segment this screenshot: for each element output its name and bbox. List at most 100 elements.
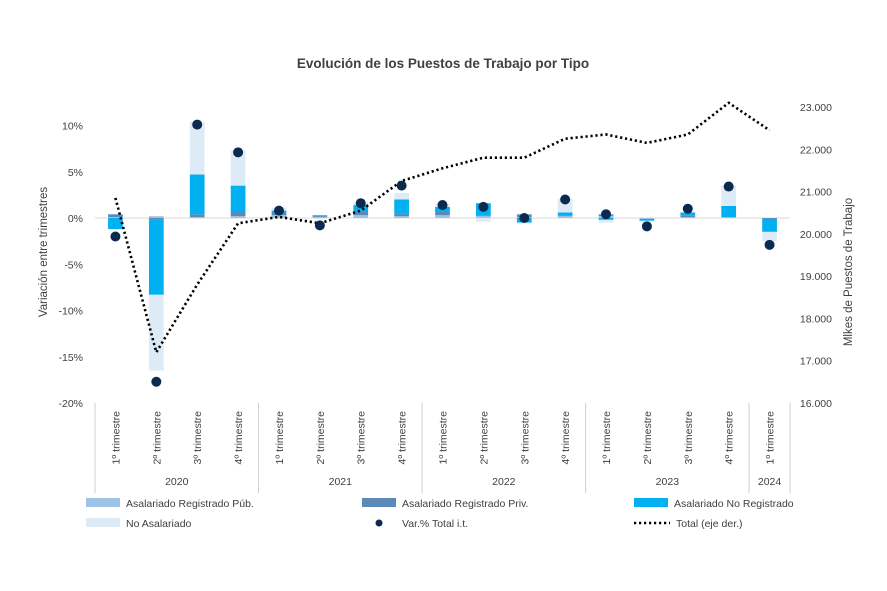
bar-segment — [762, 218, 777, 232]
total-var-dot — [233, 147, 244, 158]
dots — [110, 119, 775, 387]
bar-segment — [353, 205, 369, 212]
legend-swatch — [86, 518, 120, 527]
bar-segment — [148, 294, 164, 371]
bar-segment — [476, 218, 491, 222]
total-var-dot — [314, 220, 325, 231]
legend-label: Asalariado Registrado Púb. — [126, 498, 254, 510]
x-tick-label: 1º trimestre — [601, 411, 613, 465]
bar-segment — [353, 211, 369, 216]
legend-item: Asalariado Registrado Priv. — [362, 498, 528, 510]
y-tick-left: 5% — [68, 167, 83, 179]
bar-segment — [189, 121, 205, 175]
x-tick-label: 2º trimestre — [642, 411, 654, 465]
bar-segment — [516, 222, 532, 224]
right-axis-ticks: 16.000 17.000 18.000 19.000 20.000 21.000 22.0… — [800, 102, 832, 410]
bar-segment — [639, 218, 655, 221]
bar-segment — [230, 150, 246, 186]
bar-segment — [680, 215, 696, 218]
bar-segment — [189, 214, 205, 218]
bar-segment — [435, 211, 450, 216]
bar-segment — [189, 174, 205, 215]
total-var-dot — [151, 376, 162, 387]
x-tick-label: 1º trimestre — [765, 411, 777, 465]
legend-item: Asalariado Registrado Púb. — [86, 498, 254, 510]
bar-segment — [557, 215, 573, 217]
bar-segment — [108, 214, 123, 218]
bar-segment — [312, 216, 328, 218]
bar-segment — [762, 231, 777, 242]
bar-segment — [394, 193, 409, 200]
legend-swatch — [375, 519, 383, 527]
bar-segment — [230, 185, 246, 212]
bar-segment — [148, 219, 164, 295]
total-line-layer — [114, 101, 771, 356]
total-var-dot — [560, 194, 571, 205]
bar-segment — [108, 218, 123, 230]
y-tick-left: -10% — [58, 306, 83, 318]
x-tick-label: 4º trimestre — [724, 411, 736, 465]
bar-segment — [230, 216, 246, 218]
bar-segment — [189, 217, 205, 218]
legend-label: No Asalariado — [126, 518, 192, 530]
legend-swatch — [86, 498, 120, 507]
x-tick-label: 2º trimestre — [151, 411, 163, 465]
chart-title: Evolución de los Puestos de Trabajo por … — [297, 56, 589, 71]
legend-label: Asalariado Registrado Priv. — [402, 498, 528, 510]
total-var-dot — [601, 209, 612, 220]
bar-segment — [394, 199, 409, 214]
x-tick-label: 3º trimestre — [683, 411, 695, 465]
bar-segment — [598, 219, 614, 223]
bar-segment — [557, 216, 573, 218]
y-tick-right: 20.000 — [800, 229, 832, 241]
bar-segment — [312, 215, 328, 217]
year-label: 2020 — [165, 476, 189, 488]
y-tick-left: 0% — [68, 213, 83, 225]
total-var-dot — [396, 180, 407, 191]
total-var-dot — [682, 203, 693, 214]
bar-segment — [312, 217, 328, 218]
total-var-dot — [519, 213, 530, 223]
legend-label: Asalariado No Registrado — [674, 498, 794, 510]
bar-segment — [353, 215, 369, 218]
y-tick-right: 22.000 — [800, 144, 832, 156]
y-tick-left: -20% — [58, 398, 83, 410]
x-tick-label: 2º trimestre — [478, 411, 490, 465]
y-tick-left: -15% — [58, 352, 83, 364]
bar-segment — [680, 217, 696, 218]
bar-segment — [639, 220, 655, 222]
y-tick-right: 21.000 — [800, 187, 832, 199]
x-tick-label: 3º trimestre — [519, 411, 531, 465]
y-tick-left: -5% — [64, 259, 83, 271]
bar-segment — [762, 218, 777, 219]
year-label: 2023 — [656, 476, 680, 488]
bar-segment — [148, 216, 164, 218]
bar-segment — [721, 205, 737, 218]
x-tick-label: 4º trimestre — [233, 411, 245, 465]
bar-segment — [108, 217, 123, 218]
y-tick-left: 10% — [62, 121, 83, 133]
x-tick-label: 3º trimestre — [192, 411, 204, 465]
bar-segment — [639, 218, 655, 219]
total-line — [114, 101, 771, 356]
x-tick-label: 1º trimestre — [438, 411, 450, 465]
y-tick-right: 17.000 — [800, 356, 832, 368]
bar-segment — [148, 218, 164, 220]
legend-item: Var.% Total i.t. — [375, 518, 468, 530]
bar-segment — [271, 215, 287, 218]
legend-item: Asalariado No Registrado — [634, 498, 794, 510]
bar-segment — [476, 216, 491, 218]
legend: Asalariado Registrado Púb. Asalariado Reg… — [86, 498, 794, 530]
total-var-dot — [192, 119, 203, 130]
bar-segment — [394, 213, 409, 217]
legend-item: Total (eje der.) — [634, 518, 743, 530]
y-axis-left-title: Variación entre trimestres — [38, 187, 50, 317]
x-tick-label: 2º trimestre — [315, 411, 327, 465]
y-tick-right: 19.000 — [800, 271, 832, 283]
y-tick-right: 16.000 — [800, 398, 832, 410]
bar-segment — [230, 211, 246, 217]
total-var-dot — [437, 200, 448, 211]
category-axis: 1º trimestre 2º trimestre 3º trimestre 4º t… — [94, 403, 791, 493]
x-tick-label: 4º trimestre — [397, 411, 409, 465]
